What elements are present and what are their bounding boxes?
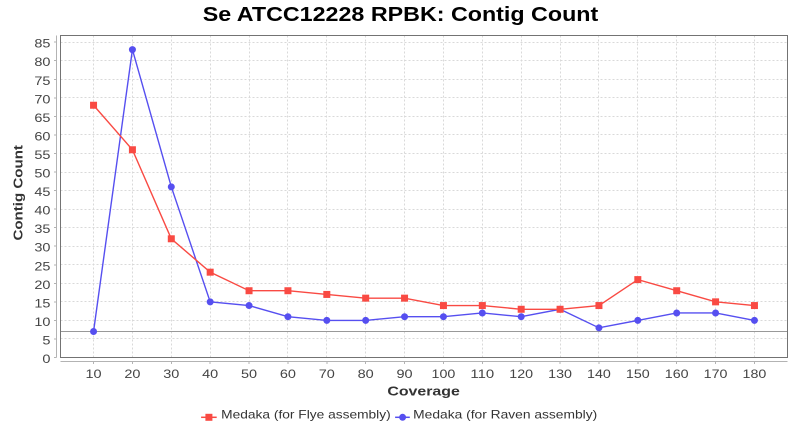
svg-text:Se ATCC12228 RPBK: Contig Coun: Se ATCC12228 RPBK: Contig Count	[203, 4, 599, 26]
svg-text:50: 50	[241, 367, 257, 381]
svg-text:80: 80	[34, 55, 50, 69]
svg-text:30: 30	[34, 241, 50, 255]
svg-text:60: 60	[34, 129, 50, 143]
svg-text:130: 130	[548, 367, 572, 381]
svg-text:180: 180	[743, 367, 767, 381]
svg-text:10: 10	[34, 315, 50, 329]
svg-text:0: 0	[42, 352, 50, 366]
svg-text:Coverage: Coverage	[387, 383, 460, 398]
svg-text:60: 60	[280, 367, 296, 381]
svg-text:20: 20	[34, 278, 50, 292]
svg-text:15: 15	[34, 296, 50, 310]
svg-text:140: 140	[587, 367, 611, 381]
svg-text:90: 90	[397, 367, 413, 381]
svg-text:Contig Count: Contig Count	[10, 144, 25, 240]
svg-text:25: 25	[34, 259, 50, 273]
svg-text:85: 85	[34, 37, 50, 51]
svg-text:45: 45	[34, 185, 50, 199]
svg-text:150: 150	[626, 367, 650, 381]
svg-text:Medaka (for Flye assembly): Medaka (for Flye assembly)	[221, 408, 390, 422]
svg-text:50: 50	[34, 167, 50, 181]
svg-text:10: 10	[86, 367, 102, 381]
svg-text:Medaka (for Raven assembly): Medaka (for Raven assembly)	[413, 408, 597, 422]
svg-text:20: 20	[124, 367, 140, 381]
svg-text:55: 55	[34, 148, 50, 162]
svg-text:40: 40	[202, 367, 218, 381]
svg-text:70: 70	[319, 367, 335, 381]
svg-text:40: 40	[34, 204, 50, 218]
svg-text:35: 35	[34, 222, 50, 236]
svg-text:80: 80	[358, 367, 374, 381]
svg-text:120: 120	[509, 367, 533, 381]
svg-text:160: 160	[665, 367, 689, 381]
svg-text:5: 5	[42, 333, 50, 347]
svg-text:70: 70	[34, 92, 50, 106]
svg-text:110: 110	[470, 367, 494, 381]
svg-text:100: 100	[432, 367, 456, 381]
svg-text:75: 75	[34, 74, 50, 88]
svg-text:170: 170	[704, 367, 728, 381]
svg-text:30: 30	[163, 367, 179, 381]
svg-text:65: 65	[34, 111, 50, 125]
